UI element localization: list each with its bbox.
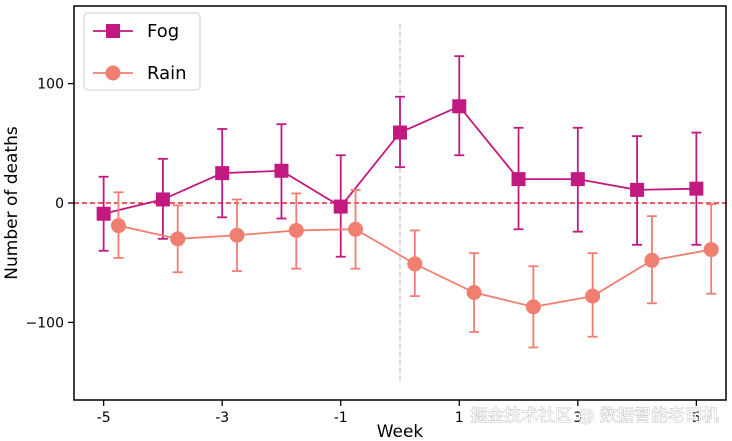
rain-point (170, 231, 186, 247)
fog-point (689, 181, 704, 196)
fog-point (96, 206, 111, 221)
fog-point (215, 166, 230, 181)
fog-point (511, 172, 526, 187)
rain-point (466, 285, 482, 301)
rain-point (229, 227, 245, 243)
y-axis-label: Number of deaths (2, 126, 22, 280)
fog-point (155, 192, 170, 207)
rain-point (407, 256, 423, 272)
x-tick-label: 1 (455, 410, 464, 426)
x-tick-label: -3 (215, 410, 229, 426)
y-axis-ticks: −100 0 100 (26, 77, 74, 331)
rain-point (110, 218, 126, 234)
fog-point (274, 163, 289, 178)
y-tick-label: 0 (55, 196, 64, 212)
rain-point (703, 242, 719, 258)
rain-point (585, 288, 601, 304)
rain-point (525, 299, 541, 315)
watermark-text: 掘金技术社区 @ 数据智能老司机 (470, 406, 719, 426)
rain-point (644, 252, 660, 268)
y-tick-label: 100 (37, 77, 64, 93)
fog-series (96, 55, 704, 258)
y-tick-label: −100 (26, 315, 64, 331)
rain-series (110, 188, 719, 349)
x-axis-ticks: -5 -3 -1 1 3 5 (97, 400, 701, 426)
rain-point (288, 222, 304, 238)
legend: Fog Rain (83, 12, 201, 91)
fog-point (452, 99, 467, 114)
x-axis-label: Week (377, 422, 424, 441)
fog-point (393, 125, 407, 140)
fog-point (570, 172, 585, 187)
rain-legend-marker (105, 65, 121, 81)
x-tick-label: 3 (573, 410, 582, 426)
rain-legend-label: Rain (147, 63, 187, 84)
reference-lines (74, 23, 726, 383)
fog-legend-marker (106, 24, 120, 38)
fog-point (333, 199, 348, 214)
x-tick-label: -1 (334, 410, 348, 426)
x-tick-label: 5 (692, 410, 701, 426)
series-layer (96, 55, 719, 349)
fog-point (630, 182, 645, 197)
rain-point (348, 221, 364, 237)
x-tick-label: -5 (97, 410, 111, 426)
fog-legend-label: Fog (147, 21, 179, 42)
